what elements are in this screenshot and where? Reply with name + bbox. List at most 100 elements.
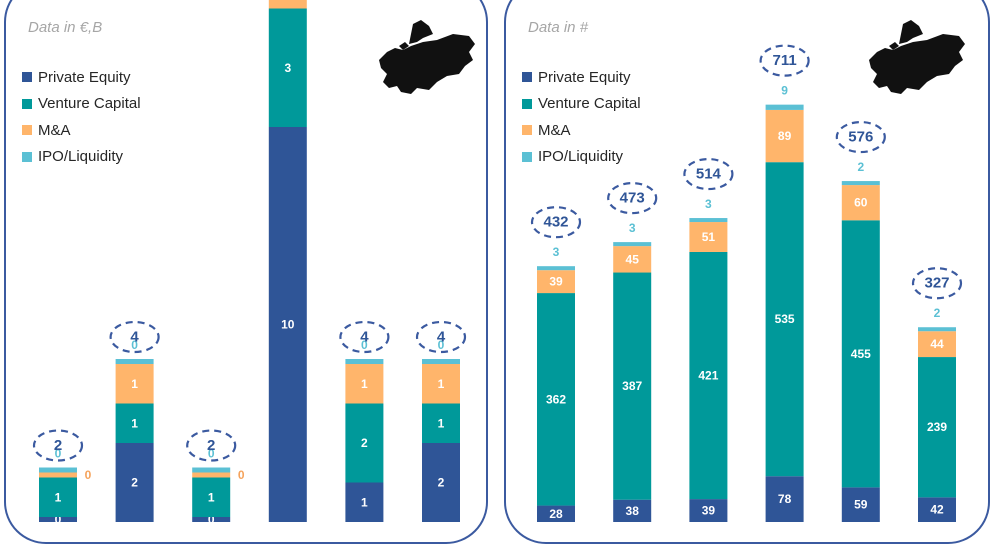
data-label-ipo: 2 <box>857 160 864 174</box>
bar-segment-venture-capital <box>841 220 880 488</box>
legend-item-ipo: IPO/Liquidity <box>522 144 641 171</box>
unit-label: Data in €,B <box>28 19 103 36</box>
data-label-venture-capital: 1 <box>208 490 215 504</box>
chart-panel-value: Data in €,B Private Equity Venture Capit… <box>4 0 488 544</box>
data-label-mna: 45 <box>626 252 640 266</box>
data-label-mna: 1 <box>131 377 138 391</box>
data-label-ipo: 3 <box>629 221 636 235</box>
data-label-venture-capital: 1 <box>131 416 138 430</box>
legend-swatch-ipo <box>522 151 532 162</box>
bar-chart-value: 01002211040100210332181210421104 <box>32 0 475 522</box>
europe-map-icon <box>869 20 965 94</box>
bar-chart-count: 28 362 39 3 432 38 387 45 3 473 39 421 51 3 514 78 535 89… <box>530 20 965 522</box>
europe-map-icon <box>379 20 475 94</box>
bar-segment-mna <box>268 0 307 9</box>
bar-segment-venture-capital <box>345 403 384 483</box>
data-label-ipo: 0 <box>208 447 215 461</box>
total-ellipse <box>415 320 467 354</box>
bar-segment-venture-capital <box>765 162 804 477</box>
legend-label: Venture Capital <box>538 95 641 113</box>
data-label-venture-capital: 1 <box>55 490 62 504</box>
legend: Private Equity Venture Capital M&A IPO/L… <box>22 64 141 170</box>
bar-segment-venture-capital <box>268 8 307 127</box>
total-label: 4 <box>130 329 139 346</box>
data-label-private-equity: 42 <box>930 503 944 517</box>
data-label-venture-capital: 387 <box>622 379 642 393</box>
bar-segment-ipo <box>918 327 956 332</box>
data-label-venture-capital: 455 <box>851 347 871 361</box>
chart-panel-count: Data in # Private Equity Venture Capital… <box>504 0 990 544</box>
data-label-venture-capital: 362 <box>546 392 566 406</box>
total-label: 473 <box>620 190 645 207</box>
legend-label: IPO/Liquidity <box>538 148 624 166</box>
bar-segment-ipo <box>115 359 154 364</box>
legend-label: M&A <box>538 121 571 139</box>
legend-swatch-private-equity <box>22 72 32 83</box>
data-label-ipo: 0 <box>131 338 138 352</box>
bar-segment-ipo <box>192 467 231 473</box>
legend-swatch-mna <box>522 125 532 136</box>
legend-item-venture-capital: Venture Capital <box>522 91 641 118</box>
total-label: 432 <box>543 214 568 231</box>
total-label: 576 <box>848 129 873 146</box>
bar-segment-mna <box>39 472 77 478</box>
legend: Private Equity Venture Capital M&A IPO/L… <box>522 64 641 170</box>
data-label-private-equity: 10 <box>281 318 295 332</box>
bar-segment-mna <box>537 270 575 294</box>
data-label-venture-capital: 3 <box>284 61 291 75</box>
bar-segment-private-equity <box>268 127 307 522</box>
bar-segment-venture-capital <box>689 251 728 500</box>
data-label-ipo: 0 <box>55 447 62 461</box>
bar-segment-mna <box>192 472 231 478</box>
bar-segment-ipo <box>613 242 652 247</box>
legend-swatch-private-equity <box>522 72 532 83</box>
data-label-venture-capital: 535 <box>775 312 795 326</box>
legend-item-private-equity: Private Equity <box>22 64 141 91</box>
data-label-ipo: 2 <box>934 306 941 320</box>
data-label-private-equity: 78 <box>778 492 792 506</box>
total-ellipse <box>530 206 582 239</box>
legend-item-private-equity: Private Equity <box>522 64 641 91</box>
legend-item-mna: M&A <box>522 117 641 144</box>
bar-segment-mna <box>765 109 804 163</box>
data-label-ipo: 3 <box>705 197 712 211</box>
data-label-ipo: 0 <box>361 338 368 352</box>
legend-swatch-mna <box>22 125 32 136</box>
bar-segment-ipo <box>345 359 384 364</box>
total-label: 4 <box>437 329 446 346</box>
total-label: 2 <box>207 437 215 454</box>
bar-segment-ipo <box>39 467 77 473</box>
total-ellipse <box>911 267 963 300</box>
unit-label: Data in # <box>528 19 589 36</box>
data-label-venture-capital: 1 <box>438 416 445 430</box>
data-label-private-equity: 1 <box>361 495 368 509</box>
data-label-mna: 0 <box>238 468 245 482</box>
bar-segment-venture-capital <box>115 403 154 443</box>
data-label-private-equity: 38 <box>626 504 640 518</box>
legend-swatch-venture-capital <box>22 98 32 109</box>
data-label-mna: 44 <box>930 337 944 351</box>
data-label-mna: 1 <box>438 377 445 391</box>
total-ellipse <box>607 182 658 215</box>
legend-label: Venture Capital <box>38 95 141 113</box>
bar-segment-mna <box>918 331 956 358</box>
legend-swatch-ipo <box>22 151 32 162</box>
bar-segment-mna <box>689 222 728 252</box>
bar-segment-venture-capital <box>422 403 460 443</box>
legend-label: IPO/Liquidity <box>38 148 124 166</box>
data-label-venture-capital: 421 <box>698 369 718 383</box>
legend-item-mna: M&A <box>22 117 141 144</box>
total-ellipse <box>759 44 810 77</box>
data-label-private-equity: 39 <box>702 504 716 518</box>
total-ellipse <box>186 429 237 462</box>
bar-segment-mna <box>841 185 880 221</box>
total-label: 711 <box>772 52 796 69</box>
bar-segment-ipo <box>689 218 728 223</box>
bar-segment-mna <box>345 364 384 404</box>
data-label-private-equity: 2 <box>131 476 138 490</box>
total-ellipse <box>109 320 160 354</box>
data-label-mna: 39 <box>549 275 563 289</box>
bar-segment-ipo <box>765 104 804 110</box>
total-label: 4 <box>360 329 369 346</box>
legend-item-ipo: IPO/Liquidity <box>22 144 141 171</box>
